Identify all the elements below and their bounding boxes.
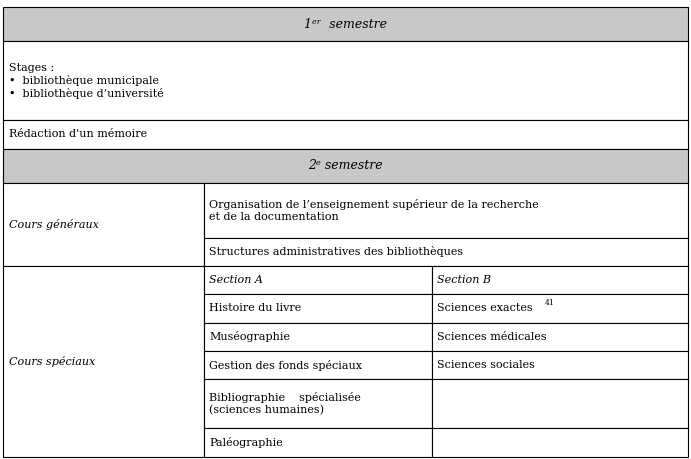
Bar xyxy=(432,266,688,294)
Bar xyxy=(432,294,688,323)
Bar xyxy=(204,294,432,323)
Text: Stages :
•  bibliothèque municipale
•  bibliothèque d’université: Stages : • bibliothèque municipale • bib… xyxy=(9,63,164,99)
Text: 1ᵉʳ  semestre: 1ᵉʳ semestre xyxy=(304,17,387,31)
Text: 2ᵉ semestre: 2ᵉ semestre xyxy=(308,159,383,172)
Bar xyxy=(3,149,688,183)
Text: Cours généraux: Cours généraux xyxy=(9,219,99,230)
Bar xyxy=(204,266,432,294)
Text: Structures administratives des bibliothèques: Structures administratives des bibliothè… xyxy=(209,246,464,257)
Text: Gestion des fonds spéciaux: Gestion des fonds spéciaux xyxy=(209,359,362,370)
Bar xyxy=(432,428,688,457)
Text: Section B: Section B xyxy=(437,275,491,285)
Text: Organisation de l’enseignement supérieur de la recherche
et de la documentation: Organisation de l’enseignement supérieur… xyxy=(209,199,539,222)
Bar xyxy=(432,323,688,351)
Bar xyxy=(204,237,688,266)
Text: Sciences sociales: Sciences sociales xyxy=(437,360,536,370)
Bar xyxy=(432,379,688,428)
Bar xyxy=(3,120,688,149)
Bar xyxy=(204,428,432,457)
Bar xyxy=(3,266,204,457)
Text: Bibliographie    spécialisée
(sciences humaines): Bibliographie spécialisée (sciences huma… xyxy=(209,392,361,415)
Bar xyxy=(432,351,688,379)
Bar xyxy=(3,183,204,266)
Text: Cours spéciaux: Cours spéciaux xyxy=(9,356,95,367)
Bar xyxy=(3,41,688,120)
Text: 41: 41 xyxy=(545,299,554,307)
Text: Sciences exactes: Sciences exactes xyxy=(437,303,533,313)
Text: Sciences médicales: Sciences médicales xyxy=(437,332,547,342)
Bar xyxy=(204,323,432,351)
Text: Paléographie: Paléographie xyxy=(209,437,283,448)
Bar xyxy=(204,183,688,237)
Bar xyxy=(204,379,432,428)
Bar xyxy=(204,351,432,379)
Text: Section A: Section A xyxy=(209,275,263,285)
Text: Histoire du livre: Histoire du livre xyxy=(209,303,302,313)
Bar xyxy=(3,7,688,41)
Text: Muséographie: Muséographie xyxy=(209,331,290,342)
Text: Rédaction d'un mémoire: Rédaction d'un mémoire xyxy=(9,129,147,140)
